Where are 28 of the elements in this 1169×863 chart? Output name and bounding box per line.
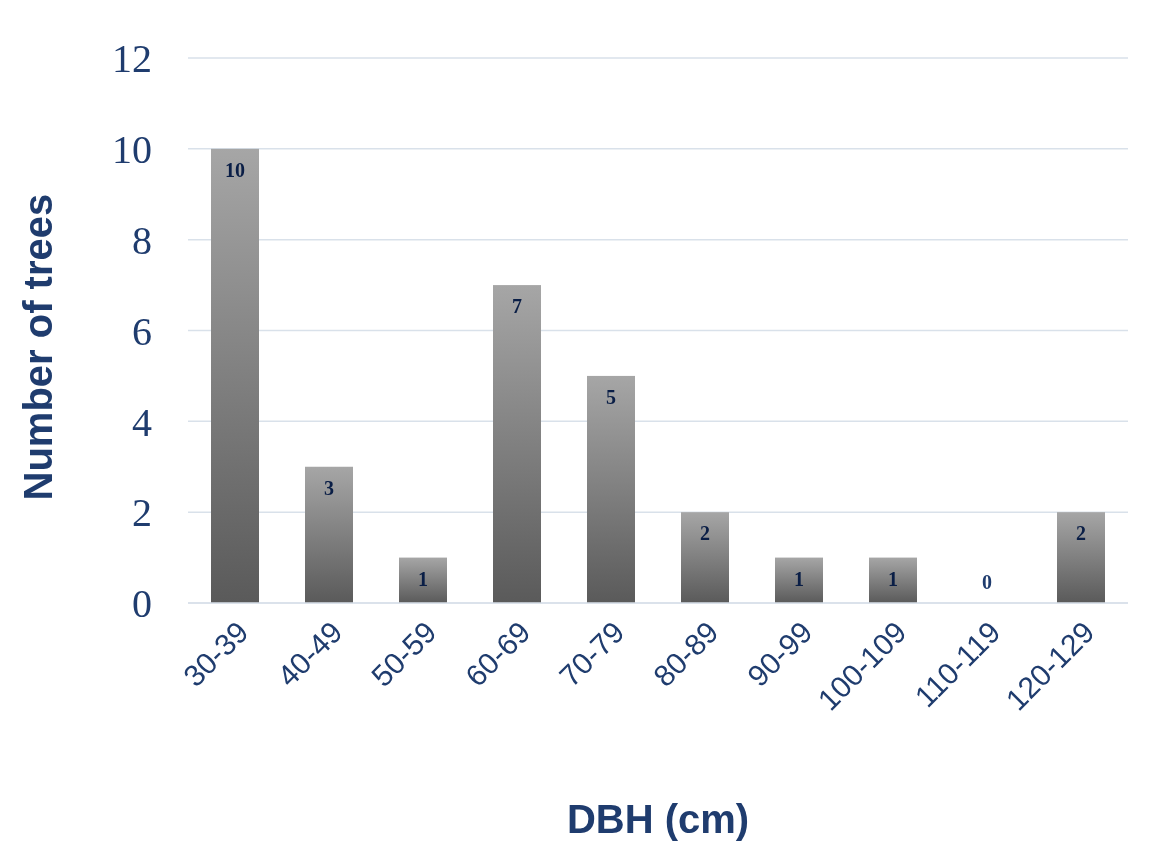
bar bbox=[587, 375, 635, 603]
y-tick-label: 4 bbox=[132, 399, 152, 445]
y-tick-label: 2 bbox=[132, 490, 152, 536]
data-label: 1 bbox=[794, 567, 804, 590]
data-label: 7 bbox=[512, 295, 522, 318]
bar bbox=[305, 466, 353, 603]
data-label: 3 bbox=[324, 476, 334, 499]
y-tick-label: 12 bbox=[112, 36, 152, 82]
x-axis-title: DBH (cm) bbox=[566, 797, 750, 841]
bar bbox=[869, 557, 917, 603]
data-label: 2 bbox=[700, 522, 710, 545]
bar bbox=[493, 285, 541, 603]
y-tick-label: 10 bbox=[112, 127, 152, 173]
bar bbox=[775, 557, 823, 603]
data-label: 0 bbox=[982, 571, 992, 593]
bar bbox=[399, 557, 447, 603]
bar bbox=[211, 148, 259, 603]
bar bbox=[681, 512, 729, 603]
data-label: 1 bbox=[888, 567, 898, 590]
data-label: 2 bbox=[1076, 522, 1086, 545]
y-axis-title: Number of trees bbox=[16, 193, 61, 501]
bar bbox=[1057, 512, 1105, 603]
data-label: 1 bbox=[418, 567, 428, 590]
data-label: 10 bbox=[225, 158, 245, 181]
y-tick-label: 8 bbox=[132, 217, 152, 263]
data-label: 5 bbox=[606, 385, 616, 408]
y-tick-label: 6 bbox=[132, 308, 152, 354]
y-tick-label: 0 bbox=[132, 581, 152, 627]
